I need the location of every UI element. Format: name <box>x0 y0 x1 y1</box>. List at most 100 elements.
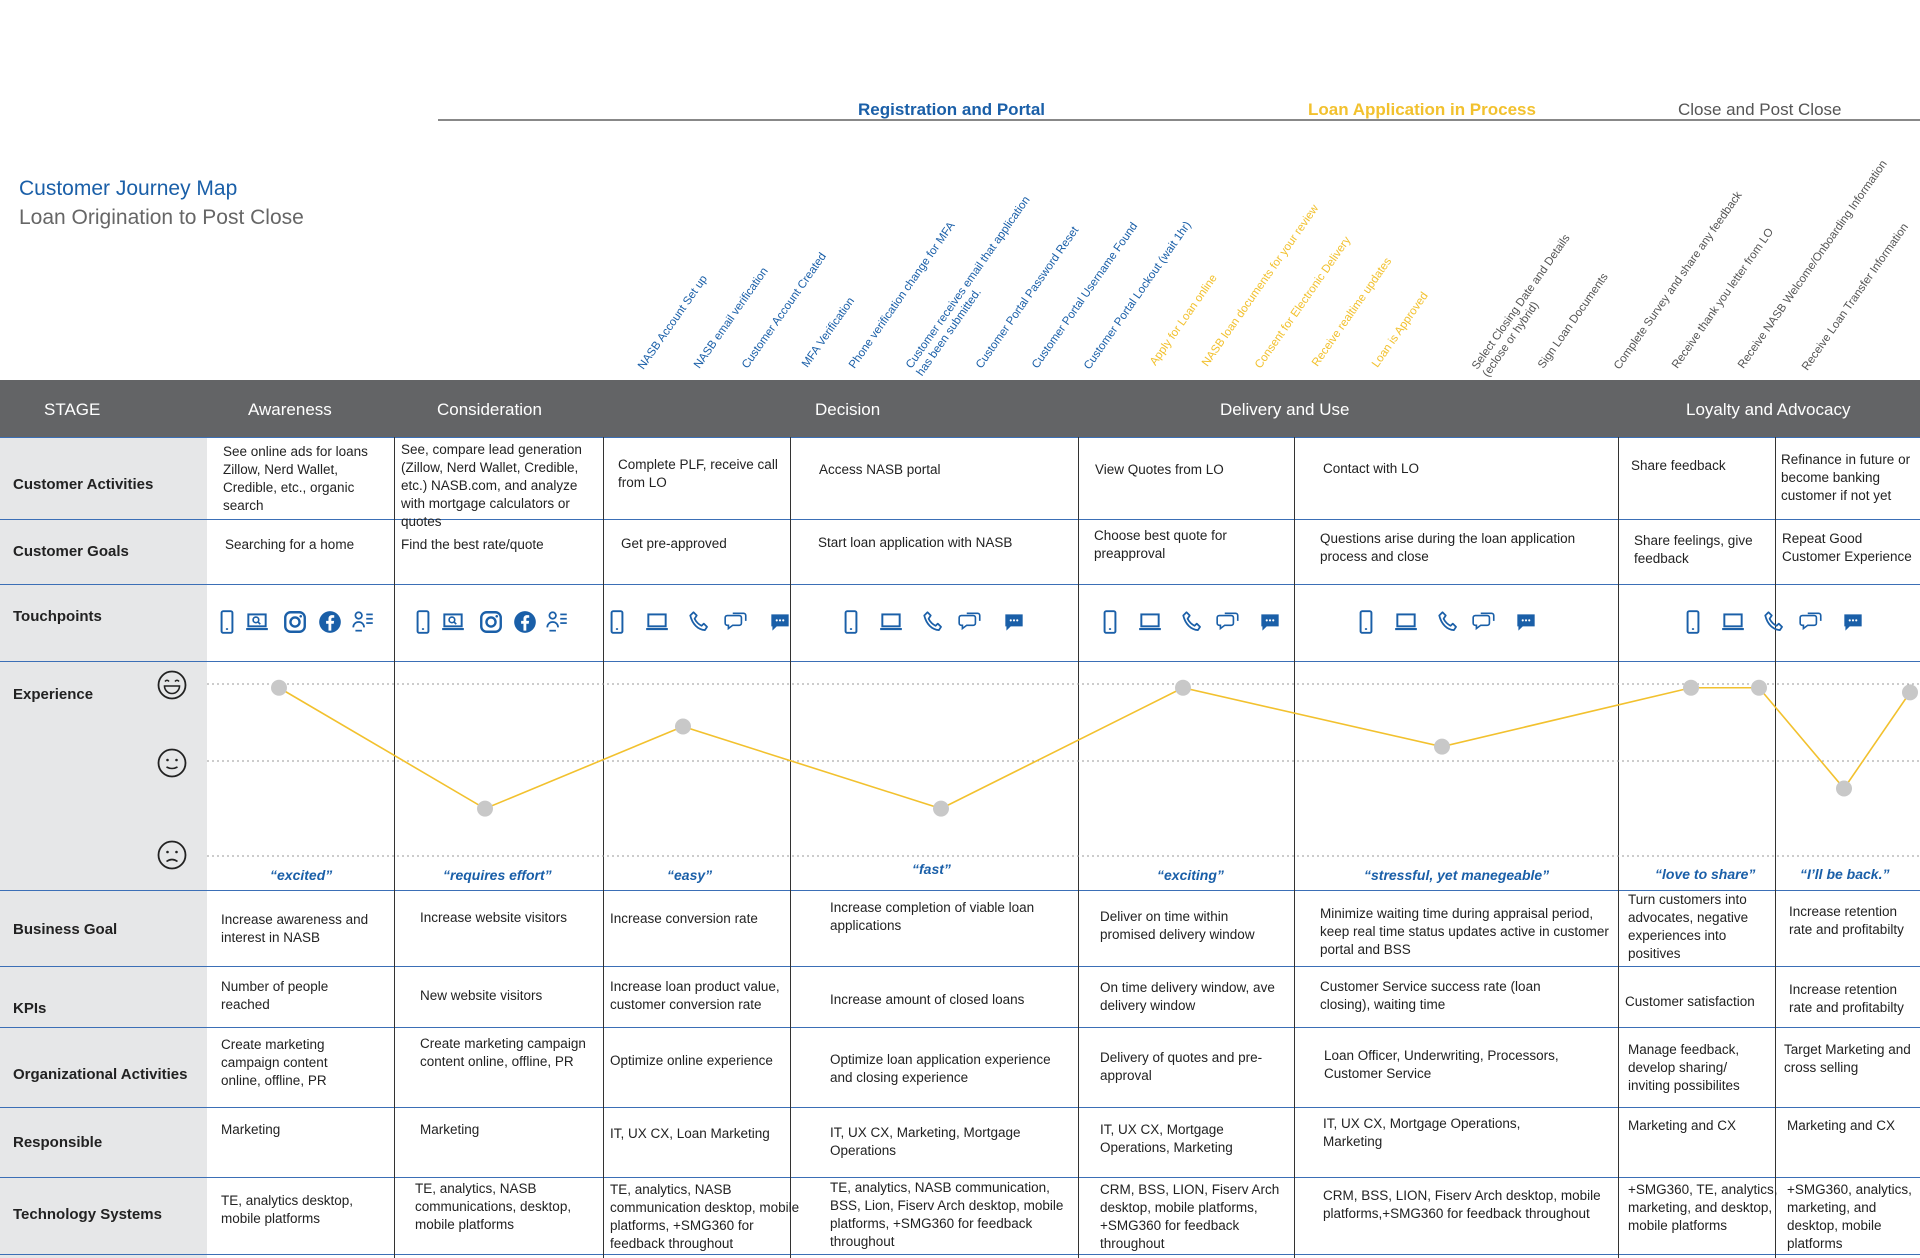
cell-kpi: Increase retention rate and profitabilty <box>1789 982 1904 1015</box>
experience-point <box>1175 679 1191 696</box>
cell-activities: See online ads for loans Zillow, Nerd Wa… <box>223 444 368 513</box>
column-divider <box>603 437 604 1258</box>
mobile-phone-icon <box>604 609 630 635</box>
phase-registration: Registration and Portal <box>858 100 1046 119</box>
step-label: Receive NASB Welcome/Onboarding Informat… <box>1736 158 1890 371</box>
cell-activities: Share feedback <box>1631 458 1726 473</box>
cell-business-goal: Increase awareness and interest in NASB <box>221 912 369 945</box>
cell-business-goal: Increase website visitors <box>420 910 568 925</box>
emotion-label: “excited” <box>270 867 333 883</box>
cell-org-activity: Delivery of quotes and pre-approval <box>1100 1050 1263 1083</box>
experience-point <box>1434 738 1450 755</box>
cell-kpi: Number of people reached <box>221 979 329 1012</box>
grid-line <box>0 966 1920 967</box>
neutral-face-icon <box>156 747 188 779</box>
experience-point <box>1683 679 1699 696</box>
instagram-icon <box>282 609 308 635</box>
phase-loan-application: Loan Application in Process <box>1308 100 1536 119</box>
cell-kpi: Customer satisfaction <box>1625 994 1755 1009</box>
stage-consideration: Consideration <box>437 400 542 419</box>
instagram-icon <box>478 609 504 635</box>
stage-loyalty: Loyalty and Advocacy <box>1686 400 1851 419</box>
touchpoints-consideration <box>410 609 585 637</box>
cell-technology: TE, analytics desktop, mobile platforms <box>221 1193 354 1226</box>
row-label-column <box>0 437 207 1258</box>
experience-points <box>271 679 1918 817</box>
mobile-phone-icon <box>1353 609 1379 635</box>
step-label: Select Closing Date and Details (eclose … <box>1470 232 1573 380</box>
stage-header: STAGE <box>44 400 101 419</box>
cell-technology: +SMG360, analytics, marketing, and deskt… <box>1787 1182 1912 1251</box>
cell-responsible: IT, UX CX, Marketing, Mortgage Operation… <box>830 1125 1021 1158</box>
step-label: Consent for Electronic Delivery <box>1253 234 1354 371</box>
laptop-search-icon <box>244 609 270 635</box>
cell-goals: Share feelings, give feedback <box>1634 533 1753 566</box>
cell-org-activity: Create marketing campaign content online… <box>420 1036 586 1069</box>
cell-activities: See, compare lead generation (Zillow, Ne… <box>401 442 582 529</box>
mobile-phone-icon <box>838 609 864 635</box>
emotion-label: “I’ll be back.” <box>1800 866 1890 882</box>
cell-goals: Questions arise during the loan applicat… <box>1320 531 1576 564</box>
touchpoints-delivery-2 <box>1353 609 1553 637</box>
cell-business-goal: Turn customers into advocates, negative … <box>1628 892 1749 961</box>
grid-line <box>0 1254 1920 1255</box>
step-label: Customer receives email that application… <box>904 194 1033 379</box>
phone-call-icon <box>1436 609 1462 635</box>
touchpoints-loyalty <box>1680 609 1880 637</box>
column-divider <box>394 437 395 1258</box>
cell-business-goal: Increase conversion rate <box>610 911 758 926</box>
cell-goals: Searching for a home <box>225 537 355 552</box>
chat-bubbles-icon <box>1215 609 1241 635</box>
row-label-experience: Experience <box>13 686 94 703</box>
cell-responsible: Marketing <box>420 1122 480 1137</box>
happy-face-icon <box>156 669 188 701</box>
step-label: Customer Portal Username Found <box>1030 220 1141 371</box>
cell-technology: CRM, BSS, LION, Fiserv Arch desktop, mob… <box>1323 1188 1601 1221</box>
cell-responsible: IT, UX CX, Loan Marketing <box>610 1126 770 1141</box>
chat-bubbles-icon <box>957 609 983 635</box>
stage-decision: Decision <box>815 400 881 419</box>
step-label: NASB loan documents for your review <box>1200 202 1322 369</box>
phase-divider-line <box>438 119 1920 121</box>
cell-activities: View Quotes from LO <box>1095 462 1224 477</box>
stage-awareness: Awareness <box>248 400 332 419</box>
cell-kpi: On time delivery window, ave delivery wi… <box>1100 980 1275 1013</box>
cell-responsible: Marketing and CX <box>1787 1118 1896 1133</box>
chat-bubbles-icon <box>723 609 749 635</box>
emotion-label: “love to share” <box>1655 866 1756 882</box>
page-subtitle: Loan Origination to Post Close <box>19 206 304 229</box>
experience-point <box>1751 679 1767 696</box>
cell-business-goal: Increase retention rate and profitabilty <box>1789 904 1904 937</box>
experience-point <box>1902 684 1918 701</box>
sad-face-icon <box>156 839 188 871</box>
row-label-kpis: KPIs <box>13 1000 47 1017</box>
laptop-icon <box>1720 609 1746 635</box>
cell-business-goal: Minimize waiting time during appraisal p… <box>1320 906 1609 957</box>
step-label: Customer Portal Lockout (wait 1hr) <box>1082 219 1194 372</box>
mobile-phone-icon <box>1097 609 1123 635</box>
cell-activities: Access NASB portal <box>819 462 941 477</box>
grid-line <box>0 584 1920 585</box>
cell-technology: TE, analytics, NASB communication, BSS, … <box>830 1180 1064 1249</box>
emotion-label: “requires effort” <box>443 867 552 883</box>
column-divider <box>1294 437 1295 1258</box>
cell-technology: +SMG360, TE, analytics, marketing, and d… <box>1628 1182 1778 1233</box>
laptop-icon <box>878 609 904 635</box>
cell-responsible: Marketing and CX <box>1628 1118 1737 1133</box>
cell-org-activity: Target Marketing and cross selling <box>1784 1042 1911 1075</box>
cell-kpi: Increase loan product value, customer co… <box>610 979 780 1012</box>
cell-business-goal: Increase completion of viable loan appli… <box>830 900 1035 933</box>
touchpoints-decision-2 <box>838 609 1038 637</box>
experience-point <box>271 679 287 696</box>
row-label-customer-goals: Customer Goals <box>13 543 129 560</box>
row-label-business-goal: Business Goal <box>13 921 118 938</box>
cell-business-goal: Deliver on time within promised delivery… <box>1100 909 1255 942</box>
grid-line <box>0 437 1920 438</box>
cell-activities: Refinance in future or become banking cu… <box>1781 452 1911 503</box>
laptop-icon <box>1393 609 1419 635</box>
page-title: Customer Journey Map <box>19 177 238 200</box>
message-icon <box>1840 609 1866 635</box>
message-icon <box>1257 609 1283 635</box>
grid-line <box>0 1027 1920 1028</box>
row-label-technology: Technology Systems <box>13 1206 162 1223</box>
